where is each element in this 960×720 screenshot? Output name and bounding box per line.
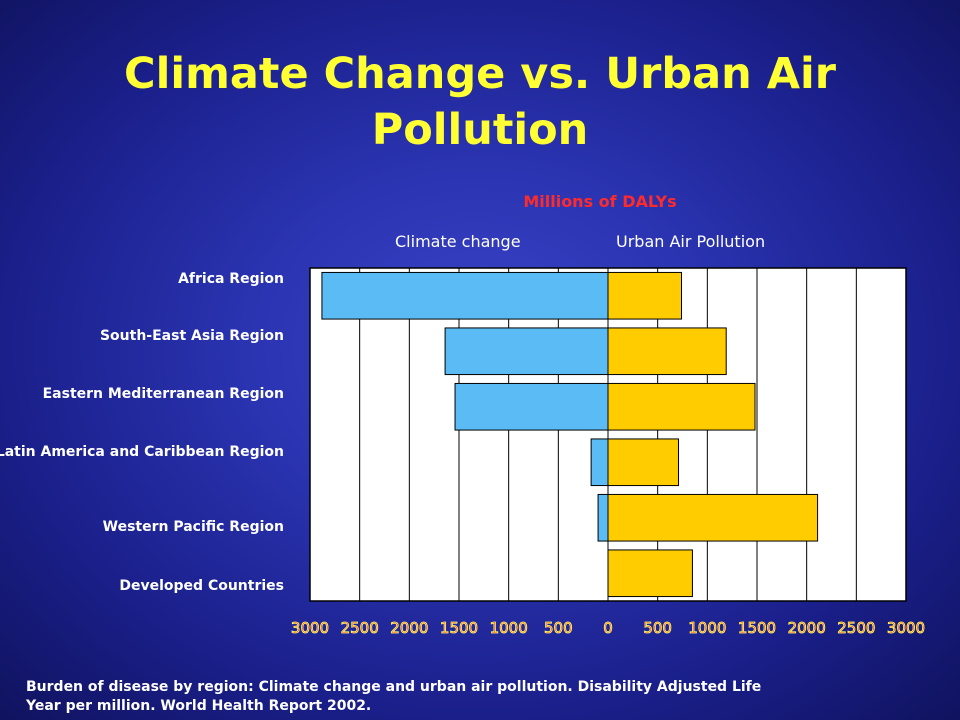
bar-urban-air-pollution-4 — [607, 493, 819, 542]
bar-urban-air-pollution-5 — [607, 549, 693, 598]
x-tick-label: 1500 — [738, 619, 776, 637]
category-label-western-pacific: Western Pacific Region — [102, 519, 284, 535]
series-label-climate-change: Climate change — [395, 232, 521, 251]
tick-labels: 3000 2500 2000 1500 1000 500 0 500 1000 1500 2000 2… — [291, 619, 926, 638]
x-tick-label: 1500 — [440, 619, 478, 637]
bar-climate-change-3 — [590, 438, 609, 487]
x-tick-label: 2000 — [390, 619, 428, 637]
bar-urban-air-pollution-3 — [607, 438, 680, 487]
bar-urban-air-pollution-2 — [607, 382, 756, 431]
bar-urban-air-pollution-1 — [607, 327, 727, 376]
bar-urban-air-pollution-0 — [607, 271, 683, 320]
x-tick-label: 1000 — [490, 619, 528, 637]
bar-climate-change-4 — [597, 493, 609, 542]
category-label-latin-america: Latin America and Caribbean Region — [0, 444, 284, 460]
category-label-developed-countries: Developed Countries — [119, 578, 284, 594]
x-tick-label: 3000 — [887, 619, 925, 637]
slide-title: Climate Change vs. Urban Air Pollution — [124, 49, 836, 155]
bar-climate-change-1 — [444, 327, 609, 376]
x-tick-label: 1000 — [688, 619, 726, 637]
chart-units-label: Millions of DALYs — [523, 192, 677, 211]
bar-climate-change-0 — [321, 271, 609, 320]
gridlines — [359, 268, 857, 601]
series-label-urban-air-pollution: Urban Air Pollution — [616, 232, 766, 251]
bars — [321, 271, 819, 598]
bar-climate-change-2 — [454, 382, 609, 431]
x-tick-label: 2500 — [341, 619, 379, 637]
category-label-eastern-mediterranean: Eastern Mediterranean Region — [42, 386, 284, 402]
x-tick-label: 2000 — [788, 619, 826, 637]
x-tick-label: 3000 — [291, 619, 329, 637]
x-tick-label: 500 — [544, 619, 573, 637]
x-tick-label: 0 — [603, 619, 613, 637]
x-tick-label: 500 — [643, 619, 672, 637]
category-label-africa: Africa Region — [178, 271, 284, 287]
category-label-south-east-asia: South-East Asia Region — [99, 328, 284, 344]
figure-caption: Burden of disease by region: Climate cha… — [26, 679, 762, 714]
x-tick-label: 2500 — [837, 619, 875, 637]
